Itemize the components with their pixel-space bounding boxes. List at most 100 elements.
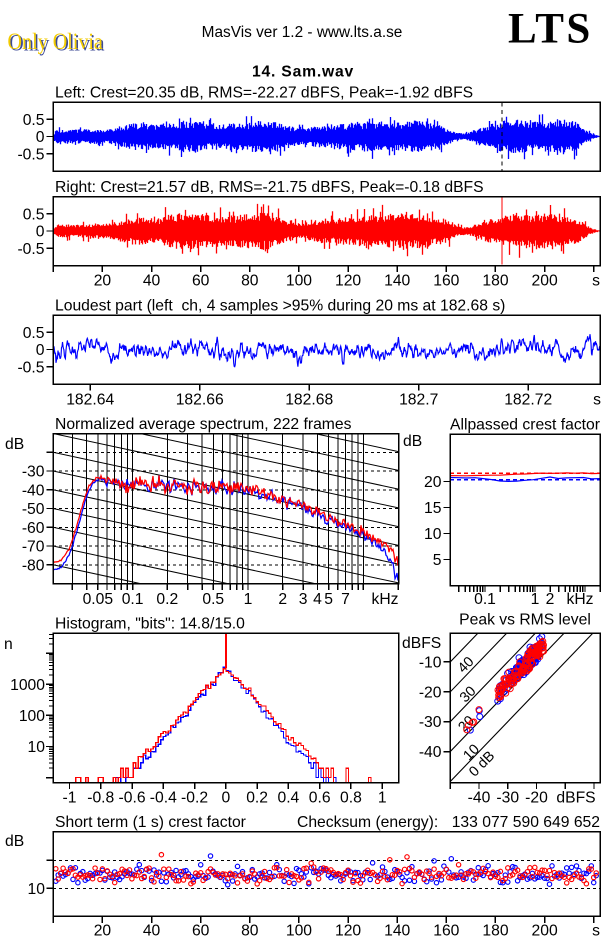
- svg-text:2: 2: [278, 591, 287, 608]
- svg-text:-50: -50: [22, 501, 45, 518]
- svg-text:60: 60: [192, 273, 210, 290]
- svg-text:5: 5: [433, 552, 442, 569]
- svg-text:MasVis ver 1.2 - www.lts.a.se: MasVis ver 1.2 - www.lts.a.se: [202, 24, 403, 41]
- svg-text:182.64: 182.64: [66, 392, 114, 409]
- svg-text:0.05: 0.05: [83, 591, 114, 608]
- svg-text:40: 40: [143, 273, 161, 290]
- svg-text:0.2: 0.2: [246, 790, 268, 807]
- svg-text:100: 100: [286, 273, 312, 290]
- svg-text:1000: 1000: [10, 677, 45, 694]
- svg-text:80: 80: [241, 273, 259, 290]
- svg-text:Right: Crest=21.57 dB, RMS=-21: Right: Crest=21.57 dB, RMS=-21.75 dBFS, …: [55, 179, 484, 196]
- svg-text:-20: -20: [525, 790, 548, 807]
- svg-text:dBFS: dBFS: [556, 790, 595, 807]
- svg-text:0.5: 0.5: [23, 206, 45, 223]
- svg-text:180: 180: [482, 273, 508, 290]
- svg-text:60: 60: [192, 923, 210, 940]
- svg-text:0.4: 0.4: [277, 790, 299, 807]
- svg-text:0.5: 0.5: [202, 591, 224, 608]
- svg-text:0.5: 0.5: [23, 112, 45, 129]
- svg-text:160: 160: [433, 273, 459, 290]
- svg-text:10: 10: [28, 739, 46, 756]
- svg-text:100: 100: [19, 708, 45, 725]
- svg-text:Loudest part (left ch, 4 samp: Loudest part (left ch, 4 samples >95% du…: [55, 298, 505, 315]
- svg-text:-40: -40: [22, 482, 45, 499]
- svg-text:80: 80: [241, 923, 259, 940]
- svg-text:s: s: [592, 273, 600, 290]
- svg-text:dB: dB: [5, 436, 24, 453]
- svg-text:10: 10: [28, 881, 46, 898]
- svg-text:0.2: 0.2: [156, 591, 178, 608]
- svg-text:5: 5: [324, 591, 333, 608]
- svg-text:0.6: 0.6: [309, 790, 331, 807]
- svg-text:-80: -80: [22, 557, 45, 574]
- svg-text:-70: -70: [22, 539, 45, 556]
- svg-text:n: n: [4, 636, 13, 653]
- svg-text:-0.5: -0.5: [17, 146, 44, 163]
- svg-text:180: 180: [482, 923, 508, 940]
- svg-text:200: 200: [532, 923, 558, 940]
- svg-text:1: 1: [531, 591, 540, 608]
- svg-text:Allpassed crest factor: Allpassed crest factor: [450, 417, 600, 434]
- svg-text:Peak vs RMS level: Peak vs RMS level: [459, 612, 591, 629]
- svg-text:2: 2: [546, 591, 555, 608]
- svg-text:Left: Crest=20.35 dB, RMS=-22.: Left: Crest=20.35 dB, RMS=-22.27 dBFS, P…: [55, 85, 473, 102]
- svg-text:140: 140: [384, 273, 410, 290]
- svg-text:14. Sam.wav: 14. Sam.wav: [252, 64, 354, 81]
- svg-text:120: 120: [335, 923, 361, 940]
- svg-text:-20: -20: [419, 684, 442, 701]
- svg-text:30: 30: [457, 683, 480, 706]
- svg-text:-30: -30: [22, 464, 45, 481]
- svg-text:-0.8: -0.8: [87, 790, 114, 807]
- svg-text:100: 100: [286, 923, 312, 940]
- svg-text:-30: -30: [496, 790, 519, 807]
- svg-text:Histogram, "bits": 14.8/15.0: Histogram, "bits": 14.8/15.0: [55, 616, 245, 633]
- svg-text:4: 4: [313, 591, 322, 608]
- svg-text:15: 15: [424, 500, 442, 517]
- svg-text:-0.5: -0.5: [17, 359, 44, 376]
- svg-text:dB: dB: [5, 833, 24, 850]
- svg-text:1: 1: [378, 790, 387, 807]
- svg-text:0: 0: [36, 342, 45, 359]
- svg-text:Short term (1 s) crest factor: Short term (1 s) crest factor: [55, 814, 246, 831]
- svg-text:140: 140: [384, 923, 410, 940]
- svg-text:1: 1: [244, 591, 253, 608]
- svg-text:120: 120: [335, 273, 361, 290]
- svg-text:-40: -40: [468, 790, 491, 807]
- svg-text:7: 7: [341, 591, 350, 608]
- svg-text:kHz: kHz: [371, 591, 398, 608]
- svg-text:dB: dB: [403, 433, 422, 450]
- svg-text:s: s: [592, 923, 600, 940]
- svg-text:3: 3: [299, 591, 308, 608]
- svg-text:Normalized average spectrum, 2: Normalized average spectrum, 222 frames: [55, 416, 352, 433]
- svg-text:40: 40: [455, 654, 478, 677]
- svg-text:-30: -30: [419, 714, 442, 731]
- svg-text:s: s: [593, 392, 601, 409]
- svg-text:182.66: 182.66: [176, 392, 224, 409]
- svg-text:-0.4: -0.4: [150, 790, 177, 807]
- svg-text:182.7: 182.7: [399, 392, 438, 409]
- svg-text:dBFS: dBFS: [402, 635, 441, 652]
- svg-text:20: 20: [94, 273, 112, 290]
- svg-text:0.8: 0.8: [340, 790, 362, 807]
- svg-text:-40: -40: [419, 744, 442, 761]
- svg-text:182.68: 182.68: [285, 392, 333, 409]
- svg-text:LTS: LTS: [508, 6, 593, 53]
- svg-text:-0.2: -0.2: [181, 790, 208, 807]
- svg-text:10: 10: [424, 526, 442, 543]
- svg-text:20: 20: [424, 474, 442, 491]
- svg-text:20: 20: [94, 923, 112, 940]
- svg-text:0.1: 0.1: [474, 591, 496, 608]
- svg-text:0.1: 0.1: [122, 591, 144, 608]
- svg-text:-60: -60: [22, 520, 45, 537]
- svg-text:-0.5: -0.5: [17, 241, 44, 258]
- svg-text:-10: -10: [419, 654, 442, 671]
- svg-text:160: 160: [433, 923, 459, 940]
- svg-text:0: 0: [36, 224, 45, 241]
- svg-text:182.72: 182.72: [504, 392, 552, 409]
- svg-text:0: 0: [221, 790, 230, 807]
- svg-text:Only Olivia: Only Olivia: [8, 29, 104, 54]
- svg-text:Only Olivia: Only Olivia: [9, 30, 105, 55]
- svg-text:-1: -1: [63, 790, 77, 807]
- svg-text:0: 0: [36, 129, 45, 146]
